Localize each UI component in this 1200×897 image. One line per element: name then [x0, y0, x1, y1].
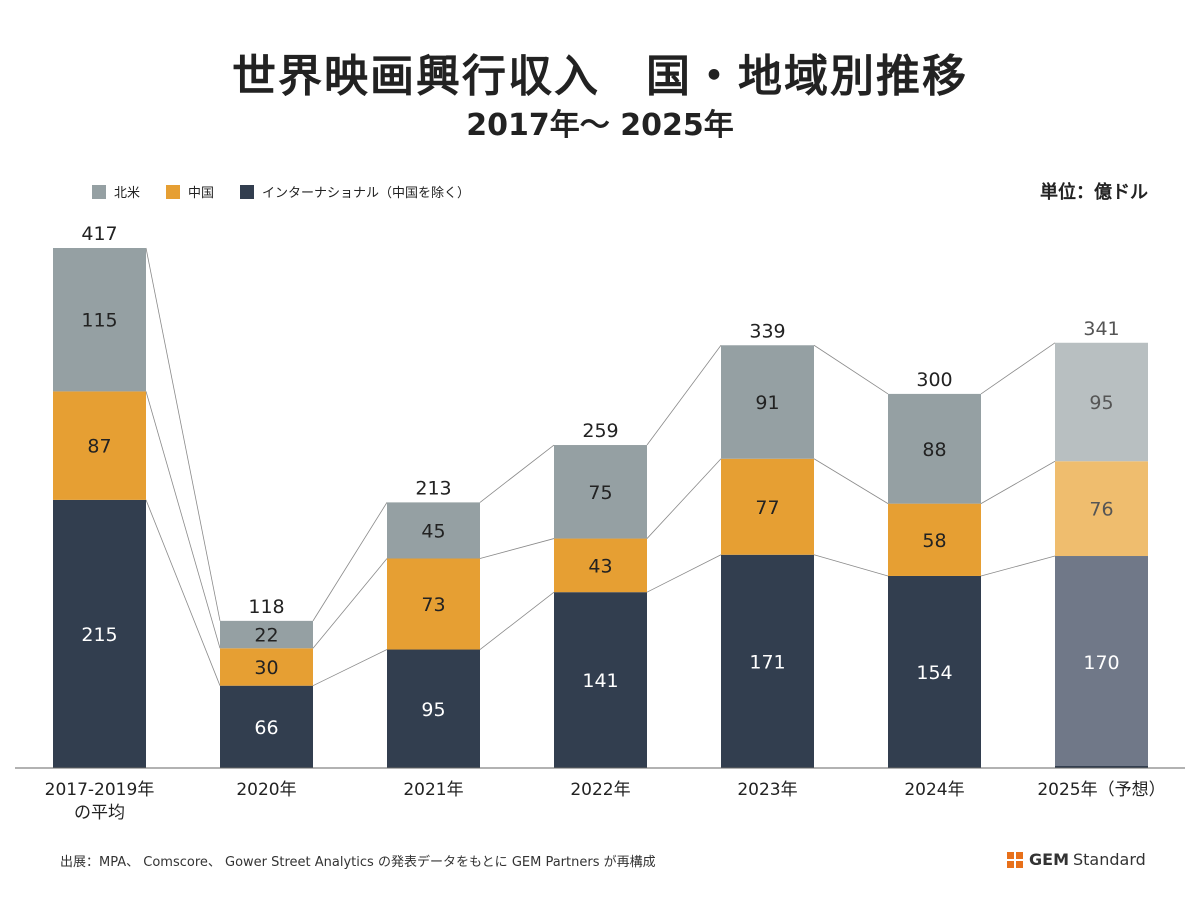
- bar-segment: [387, 502, 480, 559]
- chart-title: 世界映画興行収入 国・地域別推移: [232, 51, 968, 102]
- connector-line: [312, 502, 388, 622]
- legend-swatch-china: [166, 184, 181, 199]
- bar-segment: [387, 649, 480, 768]
- connector-line: [813, 554, 889, 577]
- connector-line: [980, 460, 1056, 504]
- legend-label-north-america: 北米: [114, 186, 141, 201]
- data-label: 88: [922, 439, 946, 461]
- data-label: 73: [421, 594, 445, 616]
- bar-segment: [554, 445, 647, 539]
- source-note: 出展：MPA、 Comscore、 Gower Street Analytics…: [60, 855, 656, 870]
- total-label: 259: [582, 420, 618, 442]
- x-tick-label: 2020年: [236, 780, 296, 800]
- connector-line: [312, 558, 388, 649]
- data-label: 66: [254, 717, 278, 739]
- x-tick-label: 2024年: [904, 780, 964, 800]
- data-label: 215: [81, 624, 117, 646]
- x-tick-label: の平均: [74, 803, 125, 823]
- data-label: 141: [582, 670, 618, 692]
- chart-subtitle: 2017年〜 2025年: [466, 108, 734, 143]
- bar-segment: [721, 345, 814, 459]
- logo-mark-icon: [1007, 851, 1023, 868]
- bar-segment: [721, 554, 814, 768]
- legend-swatch-international: [240, 184, 255, 199]
- legend-item-china: 中国: [166, 182, 214, 201]
- bar-segment: [387, 558, 480, 650]
- connector-line: [646, 458, 722, 539]
- connector-line: [479, 591, 555, 650]
- data-label: 87: [87, 436, 111, 458]
- data-label: 95: [421, 699, 445, 721]
- bar-segment: [220, 685, 313, 768]
- x-tick-label: 2025年（予想）: [1037, 780, 1165, 800]
- data-label: 154: [916, 662, 952, 684]
- connector-line: [813, 458, 889, 504]
- data-label: 76: [1089, 499, 1113, 521]
- connector-line: [479, 444, 555, 503]
- connector-line: [145, 247, 221, 621]
- x-tick-label: 2021年: [403, 780, 463, 800]
- connector-line: [145, 391, 221, 649]
- x-tick-label: 2022年: [570, 780, 630, 800]
- connector-line: [980, 342, 1056, 395]
- legend-label-china: 中国: [188, 186, 215, 201]
- legend-item-international: インターナショナル（中国を除く）: [240, 182, 470, 201]
- connector-line: [646, 554, 722, 593]
- bar-segment: [888, 393, 981, 504]
- bar-segment: [53, 391, 146, 500]
- brand-logo: GEM Standard: [1007, 850, 1146, 869]
- connector-line: [312, 649, 388, 687]
- bar-segment: [53, 499, 146, 768]
- bar-segment: [721, 458, 814, 555]
- x-tick-label: 2017-2019年: [45, 780, 155, 800]
- data-label: 95: [1089, 392, 1113, 414]
- data-label: 170: [1083, 652, 1119, 674]
- total-label: 300: [916, 369, 952, 391]
- data-label: 22: [254, 625, 278, 647]
- bar-segment: [220, 648, 313, 686]
- bar-segment: [220, 620, 313, 649]
- total-label: 417: [81, 223, 117, 245]
- bar-segment: [888, 503, 981, 576]
- data-label: 43: [588, 555, 612, 577]
- bar-segment: [1055, 342, 1148, 462]
- connector-line: [646, 345, 722, 446]
- connector-line: [145, 499, 221, 686]
- data-label: 91: [755, 392, 779, 414]
- legend-item-north-america: 北米: [92, 182, 140, 201]
- data-label: 58: [922, 530, 946, 552]
- data-label: 45: [421, 520, 445, 542]
- total-label: 341: [1083, 318, 1119, 340]
- data-label: 171: [749, 651, 785, 673]
- legend: 北米 中国 インターナショナル（中国を除く）: [92, 182, 496, 201]
- connector-line: [813, 344, 889, 395]
- bar-segment: [1055, 461, 1148, 557]
- connector-line: [479, 538, 555, 559]
- connector-line: [980, 555, 1056, 577]
- data-label: 30: [254, 657, 278, 679]
- bar-segment: [554, 538, 647, 593]
- legend-swatch-north-america: [92, 184, 106, 199]
- brand-name-strong: GEM: [1029, 850, 1069, 869]
- x-tick-label: 2023年: [737, 780, 797, 800]
- legend-label-international: インターナショナル（中国を除く）: [262, 186, 471, 201]
- data-label: 77: [755, 497, 779, 519]
- bar-segment: [1055, 556, 1148, 768]
- bar-segment: [554, 592, 647, 768]
- bar-segment: [888, 575, 981, 768]
- data-label: 75: [588, 482, 612, 504]
- brand-name-rest: Standard: [1072, 850, 1146, 869]
- unit-label: 単位：億ドル: [1040, 182, 1148, 203]
- data-label: 115: [81, 310, 117, 332]
- total-label: 213: [415, 477, 451, 499]
- total-label: 118: [248, 596, 284, 618]
- total-label: 339: [749, 320, 785, 342]
- bar-segment: [53, 248, 146, 392]
